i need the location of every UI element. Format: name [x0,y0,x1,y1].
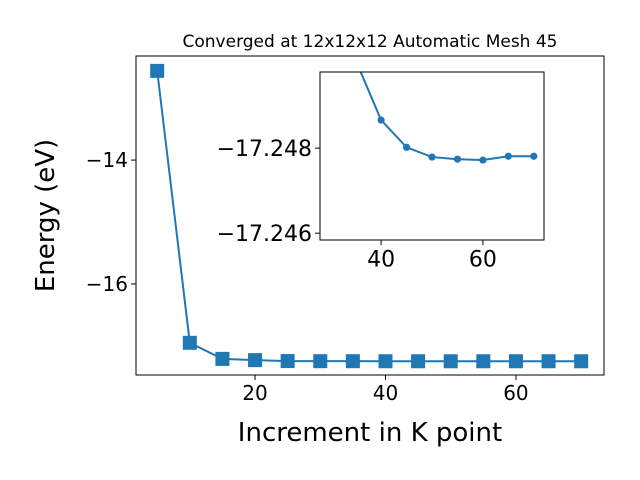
marker [508,354,523,369]
marker [182,335,197,350]
x-tick-label: 40 [373,381,398,405]
y-axis-label: Energy (eV) [31,139,61,292]
marker [453,155,462,163]
chart-title: Converged at 12x12x12 Automatic Mesh 45 [183,32,558,52]
axes-frame [135,55,605,376]
x-tick-label: 60 [469,248,497,273]
marker [313,354,328,369]
marker [402,143,411,151]
marker [476,354,491,369]
marker [530,152,538,160]
marker [248,353,263,368]
marker [215,351,230,366]
plot-1: 40 60 −17.246 −17.248 [217,71,545,273]
x-axis-label: Increment in K point [238,418,502,448]
marker [377,116,385,124]
y-tick-label: −14 [86,148,128,172]
y-tick-label: −16 [86,272,128,296]
marker [411,354,426,369]
marker [541,354,556,369]
y-tick-label: −17.246 [217,222,312,247]
x-tick-label: 40 [367,248,395,273]
marker [280,354,295,369]
marker [443,354,458,369]
marker [428,153,436,161]
x-tick-label: 20 [242,381,267,405]
marker [479,156,487,164]
y-tick-label: −17.248 [217,137,312,162]
marker [378,354,393,369]
series-line [359,72,534,162]
axes-frame [319,71,545,241]
marker [574,354,589,369]
marker [150,63,165,78]
marker [504,152,512,160]
x-tick-label: 60 [503,381,528,405]
marker [345,354,360,369]
